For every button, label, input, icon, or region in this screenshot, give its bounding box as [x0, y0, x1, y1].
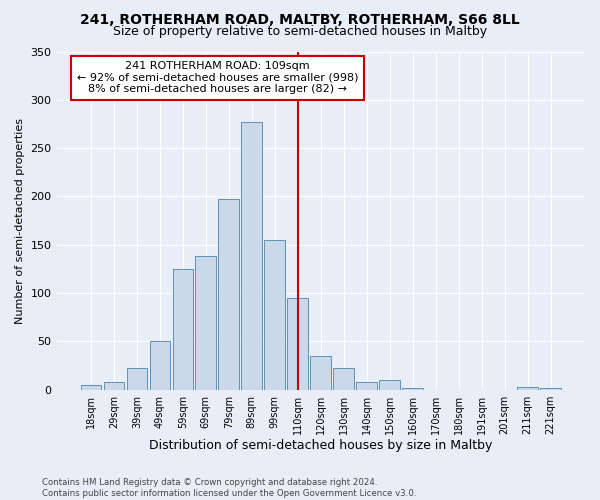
Text: 241 ROTHERHAM ROAD: 109sqm
← 92% of semi-detached houses are smaller (998)
8% of: 241 ROTHERHAM ROAD: 109sqm ← 92% of semi… [77, 61, 358, 94]
Bar [517, 387, 538, 390]
Bar [127, 368, 147, 390]
Bar [173, 269, 193, 390]
X-axis label: Distribution of semi-detached houses by size in Maltby: Distribution of semi-detached houses by … [149, 440, 493, 452]
Bar [104, 382, 124, 390]
Bar [540, 388, 561, 390]
Bar [265, 240, 285, 390]
Bar [334, 368, 354, 390]
Bar [241, 122, 262, 390]
Text: Contains HM Land Registry data © Crown copyright and database right 2024.
Contai: Contains HM Land Registry data © Crown c… [42, 478, 416, 498]
Y-axis label: Number of semi-detached properties: Number of semi-detached properties [15, 118, 25, 324]
Text: Size of property relative to semi-detached houses in Maltby: Size of property relative to semi-detach… [113, 25, 487, 38]
Bar [287, 298, 308, 390]
Text: 241, ROTHERHAM ROAD, MALTBY, ROTHERHAM, S66 8LL: 241, ROTHERHAM ROAD, MALTBY, ROTHERHAM, … [80, 12, 520, 26]
Bar [379, 380, 400, 390]
Bar [149, 342, 170, 390]
Bar [80, 385, 101, 390]
Bar [196, 256, 216, 390]
Bar [403, 388, 423, 390]
Bar [356, 382, 377, 390]
Bar [218, 200, 239, 390]
Bar [310, 356, 331, 390]
